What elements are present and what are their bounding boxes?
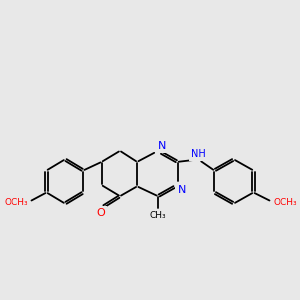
- Text: NH: NH: [191, 149, 206, 159]
- Text: OCH₃: OCH₃: [273, 198, 297, 207]
- Text: O: O: [96, 208, 105, 218]
- Text: N: N: [178, 185, 186, 195]
- Text: OCH₃: OCH₃: [4, 198, 28, 207]
- Text: N: N: [158, 141, 166, 151]
- Text: CH₃: CH₃: [150, 211, 166, 220]
